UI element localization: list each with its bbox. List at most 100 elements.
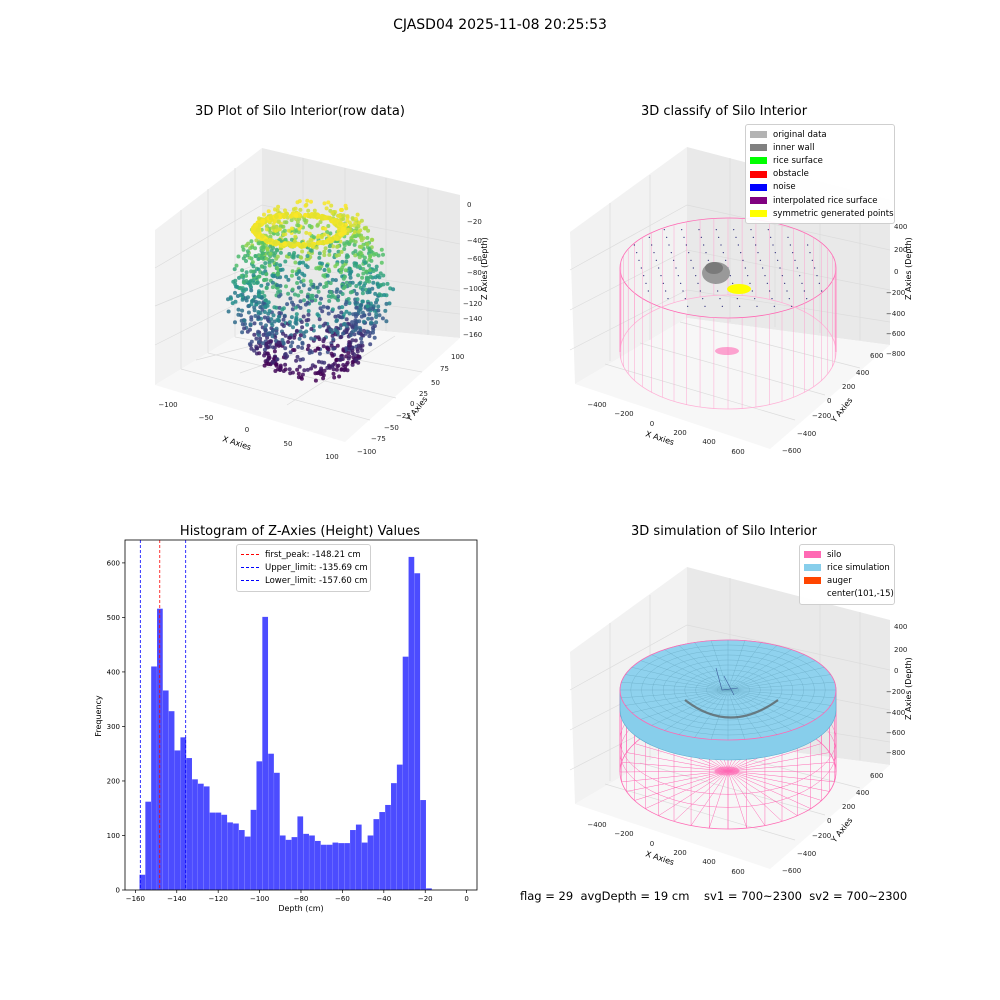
raw-point xyxy=(286,291,291,296)
x-tick-label: −140 xyxy=(167,895,186,903)
raw-point xyxy=(313,364,318,369)
interpolated-point xyxy=(715,229,717,231)
raw-point xyxy=(282,314,287,319)
raw-point xyxy=(333,328,338,332)
raw-point xyxy=(359,340,364,345)
raw-point xyxy=(347,340,352,344)
classify-x-tick: 200 xyxy=(673,429,686,437)
raw-point xyxy=(263,261,268,266)
raw-point xyxy=(333,314,338,319)
raw-point xyxy=(292,251,297,255)
histogram-bar xyxy=(367,835,374,890)
raw-point xyxy=(328,281,333,286)
histogram-bar xyxy=(256,761,263,890)
legend-label: rice surface xyxy=(773,155,823,166)
raw-point xyxy=(247,279,252,284)
raw-point xyxy=(305,367,310,372)
symmetric-points xyxy=(727,284,751,294)
raw-point xyxy=(360,287,365,292)
raw-point xyxy=(311,324,316,329)
sim-y-tick: 0 xyxy=(827,817,831,825)
raw-point xyxy=(307,223,312,228)
raw-point xyxy=(367,334,372,339)
raw-point xyxy=(339,310,344,315)
raw-point xyxy=(278,283,283,288)
interpolated-point xyxy=(636,252,638,254)
raw-point xyxy=(283,355,288,360)
interpolated-point xyxy=(764,275,766,277)
raw-point xyxy=(264,277,269,282)
raw-point xyxy=(257,333,261,338)
raw-point xyxy=(348,290,353,295)
raw-point xyxy=(301,314,306,319)
raw-point xyxy=(293,213,299,218)
interpolated-point xyxy=(633,244,635,246)
histogram-bar xyxy=(344,843,350,890)
legend-label: center(101,-15) xyxy=(827,589,894,600)
raw-point xyxy=(317,317,322,322)
raw-point xyxy=(344,259,349,264)
histogram-bar xyxy=(426,888,432,890)
raw-point xyxy=(238,286,243,290)
raw-point xyxy=(356,229,361,234)
interpolated-point xyxy=(680,282,682,284)
interpolated-point xyxy=(667,298,669,300)
interpolated-point xyxy=(655,259,657,261)
raw-point xyxy=(234,263,239,268)
raw-point xyxy=(281,331,285,336)
raw-point xyxy=(325,263,329,268)
raw-point xyxy=(379,260,384,265)
raw-point xyxy=(239,318,244,323)
interpolated-point xyxy=(739,305,741,307)
raw-point xyxy=(353,300,358,305)
interpolated-point xyxy=(811,259,813,261)
raw-point xyxy=(347,283,352,288)
interpolated-point xyxy=(816,275,818,277)
interpolated-point xyxy=(660,275,662,277)
histogram-bar xyxy=(414,573,421,890)
legend-label: noise xyxy=(773,182,796,193)
raw-point xyxy=(372,335,377,340)
raw-z-tick: −100 xyxy=(463,285,482,293)
silo-floor-spoke xyxy=(621,761,729,772)
raw-point xyxy=(301,283,306,288)
raw-point xyxy=(275,318,280,322)
raw-point xyxy=(368,342,373,347)
raw-point xyxy=(335,262,340,267)
interpolated-point xyxy=(772,244,774,246)
interpolated-point xyxy=(774,252,776,254)
raw-point xyxy=(326,294,331,299)
raw-point xyxy=(319,215,325,221)
raw-point xyxy=(265,351,270,356)
interpolated-point xyxy=(732,282,734,284)
raw-point xyxy=(295,367,300,372)
raw-point xyxy=(284,284,288,289)
raw-point xyxy=(275,254,280,259)
raw-point xyxy=(287,367,292,372)
raw-point xyxy=(249,239,254,244)
raw-point xyxy=(306,312,311,317)
raw-point xyxy=(354,321,358,326)
raw-point xyxy=(325,305,330,310)
silo-floor-spoke xyxy=(690,770,729,826)
rice-mesh-spoke xyxy=(727,649,792,691)
interpolated-point xyxy=(759,259,761,261)
histogram-bar xyxy=(320,844,327,890)
legend-line xyxy=(241,554,259,556)
interpolated-point xyxy=(648,236,650,238)
interpolated-point xyxy=(645,282,647,284)
interpolated-point xyxy=(670,252,672,254)
interpolated-point xyxy=(703,244,705,246)
classify-x-tick: −400 xyxy=(587,401,606,409)
raw-point xyxy=(315,371,320,376)
raw-point xyxy=(322,268,327,272)
raw-point xyxy=(277,314,281,319)
interpolated-point xyxy=(721,305,723,307)
raw-point xyxy=(290,269,295,274)
raw-point xyxy=(347,220,352,225)
raw-point xyxy=(381,273,386,278)
raw-point xyxy=(286,340,291,344)
raw-point xyxy=(329,343,334,348)
raw-point xyxy=(347,242,352,247)
raw-point xyxy=(254,336,259,341)
